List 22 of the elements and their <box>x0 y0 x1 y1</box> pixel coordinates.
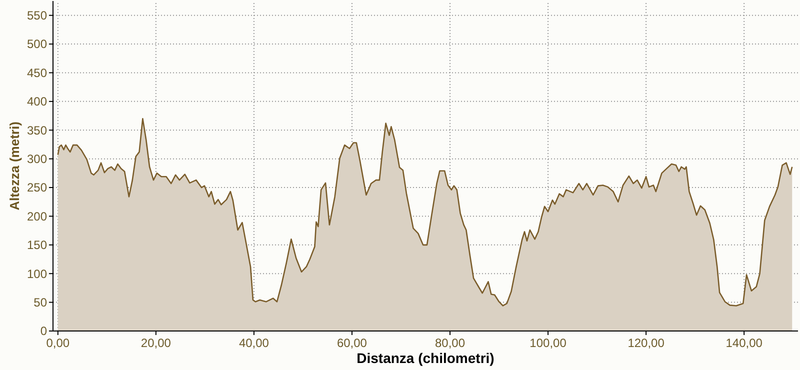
x-tick-label: 140,00 <box>726 336 763 350</box>
y-tick-label: 350 <box>26 123 48 138</box>
x-tick-label: 80,00 <box>434 336 466 350</box>
y-tick-label: 300 <box>26 152 48 166</box>
y-tick-label: 150 <box>26 238 48 252</box>
x-tick-label: 100,00 <box>530 336 567 350</box>
y-tick-label: 550 <box>26 8 48 23</box>
y-tick-label: 100 <box>26 266 48 281</box>
y-tick-label: 200 <box>26 209 48 224</box>
y-tick-label: 450 <box>26 66 48 80</box>
x-tick-label: 0,00 <box>46 336 70 350</box>
x-tick-label: 60,00 <box>336 336 368 350</box>
x-tick-label: 20,00 <box>140 336 172 350</box>
y-tick-label: 400 <box>26 94 48 109</box>
x-tick-label: 120,00 <box>628 336 665 350</box>
y-tick-label: 50 <box>34 296 48 310</box>
y-axis-title: Altezza (metri) <box>7 122 22 210</box>
x-axis-title: Distanza (chilometri) <box>356 350 494 366</box>
y-tick-label: 500 <box>26 37 48 52</box>
y-tick-label: 0 <box>40 324 48 338</box>
x-tick-label: 40,00 <box>238 336 270 350</box>
y-tick-label: 250 <box>26 180 48 195</box>
